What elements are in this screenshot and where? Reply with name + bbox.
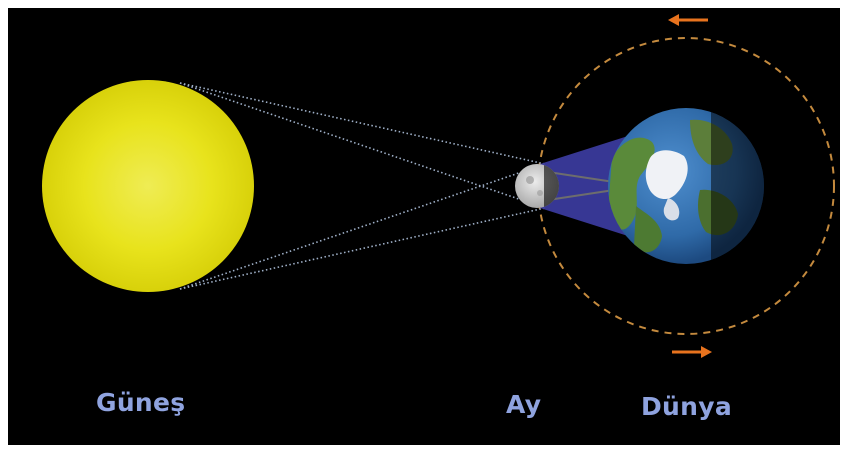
sun-rays — [179, 82, 546, 290]
moon — [515, 164, 559, 208]
earth-label: Dünya — [641, 392, 733, 421]
moon-orbit — [537, 37, 835, 335]
umbra-lines — [547, 171, 615, 201]
sun-label: Güneş — [96, 388, 186, 417]
moon-label: Ay — [506, 390, 542, 419]
arrow-left-icon — [668, 14, 708, 26]
moon-shadow — [540, 136, 628, 236]
arrow-right-icon — [672, 346, 712, 358]
earth — [608, 108, 764, 264]
sun — [42, 80, 254, 292]
